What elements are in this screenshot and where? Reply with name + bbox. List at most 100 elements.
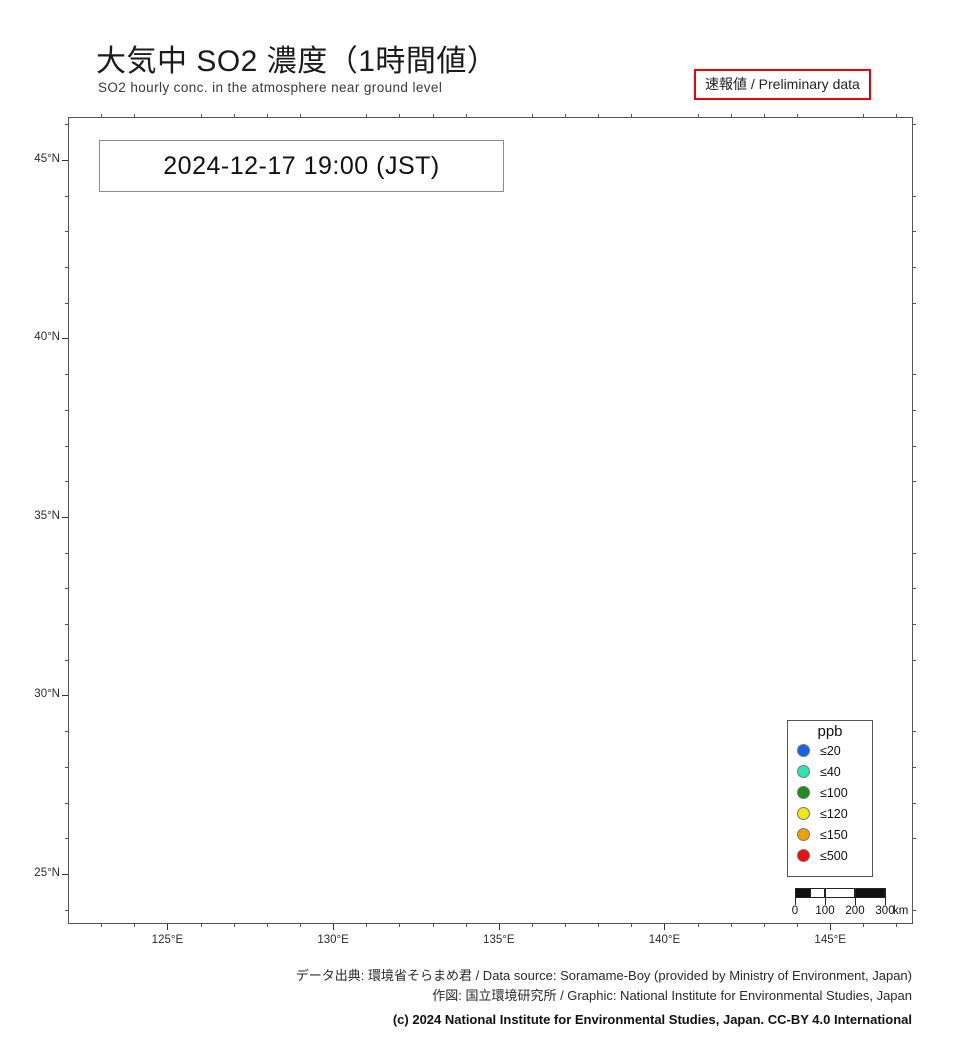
legend-item[interactable]: ≤120: [788, 803, 872, 824]
lat-minor-tick: [65, 624, 68, 626]
scale-bar-labels: 0 100 200 300 km: [785, 905, 913, 923]
legend-item[interactable]: ≤100: [788, 782, 872, 803]
scale-bar-tick: [795, 888, 796, 905]
legend-item-label: ≤40: [820, 764, 841, 779]
lon-tick-label: 135°E: [483, 934, 515, 946]
lon-minor-tick-top: [531, 114, 533, 117]
lat-tick-label: 40°N: [34, 331, 60, 344]
legend-color-swatch: [797, 786, 810, 799]
lat-minor-tick-right: [913, 266, 916, 268]
lon-minor-tick: [399, 924, 401, 927]
lon-minor-tick: [200, 924, 202, 927]
legend-rows: ≤20 ≤40 ≤100 ≤120 ≤150 ≤500: [788, 740, 872, 866]
lat-minor-tick: [65, 124, 68, 126]
page-title-text: 大気中 SO2 濃度（1時間値）: [96, 45, 498, 78]
legend-item[interactable]: ≤500: [788, 845, 872, 866]
lon-tick-mark: [664, 924, 666, 930]
lat-tick-mark: [62, 516, 68, 518]
lon-tick-mark: [333, 924, 335, 930]
datetime-box: 2024-12-17 19:00 (JST): [99, 140, 504, 192]
legend-color-swatch: [797, 807, 810, 820]
scale-bar: 0 100 200 300 km: [785, 888, 913, 926]
page-subtitle: SO2 hourly conc. in the atmosphere near …: [98, 80, 443, 95]
scale-bar-segment: [855, 888, 885, 898]
lat-tick-label: 35°N: [34, 509, 60, 522]
lat-minor-tick-right: [913, 124, 916, 126]
lat-minor-tick-right: [913, 588, 916, 590]
lat-minor-tick: [65, 409, 68, 411]
lon-minor-tick: [233, 924, 235, 927]
lat-minor-tick: [65, 659, 68, 661]
lon-tick-label: 130°E: [317, 934, 349, 946]
lon-minor-tick: [565, 924, 567, 927]
footer-data-source: データ出典: 環境省そらまめ君 / Data source: Soramame-…: [295, 968, 912, 983]
lat-minor-tick-right: [913, 802, 916, 804]
lon-minor-tick-top: [763, 114, 765, 117]
lat-minor-tick: [65, 766, 68, 768]
scale-bar-tick: [885, 888, 886, 905]
lon-minor-tick-top: [697, 114, 699, 117]
lon-tick-mark: [498, 924, 500, 930]
lat-minor-tick: [65, 838, 68, 840]
lat-tick-mark: [62, 874, 68, 875]
scale-bar-segment-half: [810, 888, 825, 898]
map-frame: [68, 117, 913, 924]
lat-minor-tick: [65, 374, 68, 376]
scale-bar-tick-label: 200: [845, 905, 865, 917]
lon-minor-tick-top: [101, 114, 103, 117]
lat-minor-tick: [65, 481, 68, 483]
lon-minor-tick: [465, 924, 467, 927]
legend-item[interactable]: ≤40: [788, 761, 872, 782]
lon-minor-tick-top: [797, 114, 799, 117]
scale-bar-segment: [825, 888, 855, 898]
footer-copyright: (c) 2024 National Institute for Environm…: [392, 1012, 912, 1027]
lat-minor-tick: [65, 231, 68, 233]
lon-minor-tick: [863, 924, 865, 927]
lat-minor-tick-right: [913, 766, 916, 768]
lon-minor-tick-top: [565, 114, 567, 117]
map-container[interactable]: [68, 117, 913, 924]
lon-minor-tick: [531, 924, 533, 927]
legend-item[interactable]: ≤150: [788, 824, 872, 845]
lat-tick-mark: [62, 338, 68, 340]
lon-minor-tick-top: [399, 114, 401, 117]
lon-minor-tick: [631, 924, 633, 927]
lon-minor-tick: [366, 924, 368, 927]
lon-minor-tick: [896, 924, 898, 927]
legend-item-label: ≤500: [820, 848, 848, 863]
lon-minor-tick-top: [432, 114, 434, 117]
lat-minor-tick: [65, 195, 68, 197]
lon-minor-tick-top: [631, 114, 633, 117]
lon-minor-tick-top: [465, 114, 467, 117]
lon-minor-tick: [697, 924, 699, 927]
lat-minor-tick: [65, 266, 68, 268]
scale-bar-tick-label: 300: [875, 905, 895, 917]
legend-item-label: ≤20: [820, 743, 841, 758]
lon-minor-tick: [598, 924, 600, 927]
lon-minor-tick: [266, 924, 268, 927]
lon-minor-tick: [730, 924, 732, 927]
legend-item-label: ≤120: [820, 806, 848, 821]
legend-item[interactable]: ≤20: [788, 740, 872, 761]
lon-minor-tick: [134, 924, 136, 927]
legend-color-swatch: [797, 744, 810, 757]
lat-minor-tick-right: [913, 909, 916, 911]
lat-minor-tick-right: [913, 481, 916, 483]
lat-minor-tick: [65, 588, 68, 590]
lat-minor-tick: [65, 302, 68, 304]
lat-minor-tick-right: [913, 231, 916, 233]
lat-minor-tick-right: [913, 838, 916, 840]
lon-minor-tick-top: [299, 114, 301, 117]
legend-color-swatch: [797, 765, 810, 778]
lat-minor-tick: [65, 445, 68, 447]
lon-minor-tick-top: [863, 114, 865, 117]
lat-minor-tick-right: [913, 195, 916, 197]
lon-minor-tick-top: [366, 114, 368, 117]
lat-tick-mark: [62, 159, 68, 161]
lat-minor-tick-right: [913, 552, 916, 554]
footer: データ出典: 環境省そらまめ君 / Data source: Soramame-…: [0, 966, 980, 1030]
lat-minor-tick-right: [913, 659, 916, 661]
legend-title: ppb: [817, 723, 843, 740]
legend-color-swatch: [797, 828, 810, 841]
